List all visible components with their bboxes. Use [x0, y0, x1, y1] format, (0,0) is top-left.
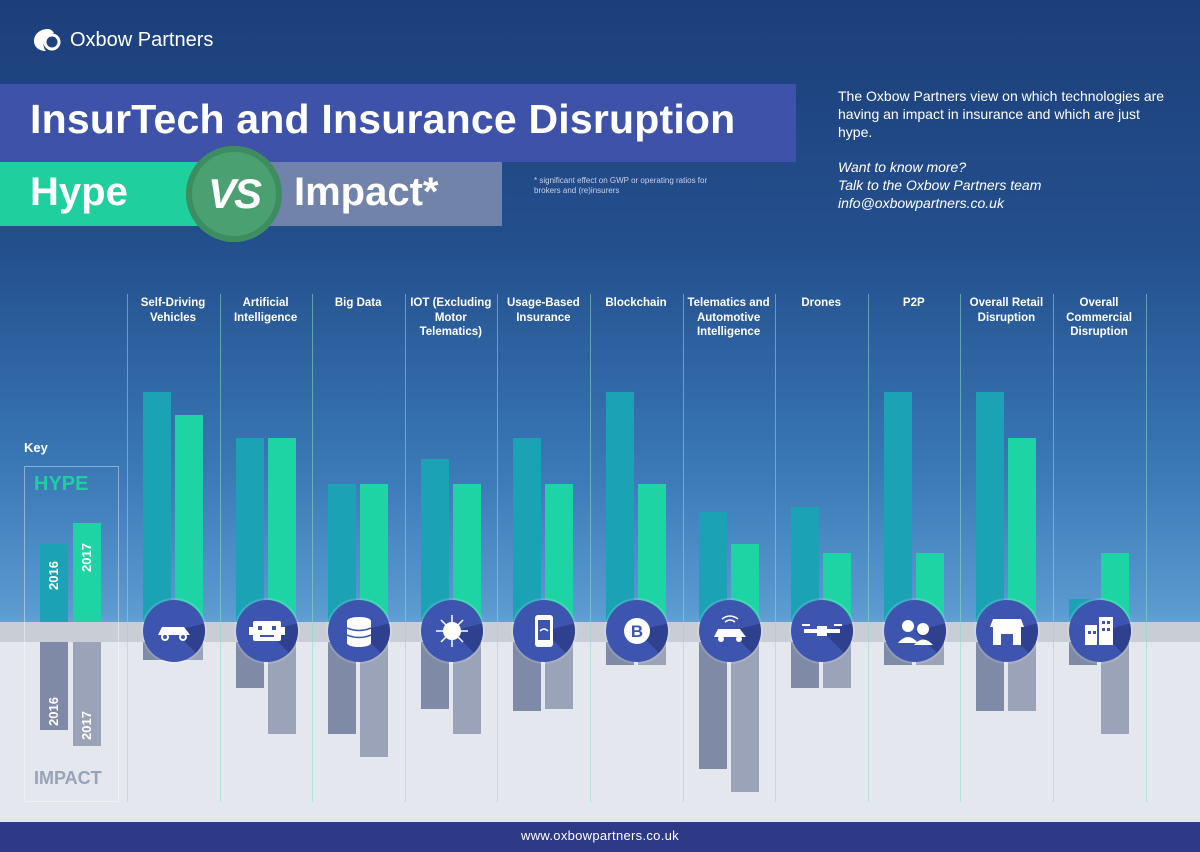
- key-box: [24, 466, 119, 802]
- footnote: * significant effect on GWP or operating…: [534, 176, 708, 195]
- column-divider: [127, 294, 128, 802]
- key-impact-2016-label: 2016: [46, 697, 61, 726]
- impact-heading: Impact*: [294, 170, 439, 214]
- hype-2017-bar: [175, 415, 203, 622]
- svg-text:B: B: [631, 622, 643, 641]
- intro-text: The Oxbow Partners view on which technol…: [838, 88, 1165, 140]
- column-divider: [867, 294, 869, 802]
- robot-icon: [235, 600, 298, 662]
- hype-2016-bar: [883, 392, 912, 622]
- column-divider: [775, 294, 777, 802]
- cta-line-1: Want to know more?: [838, 159, 967, 175]
- category-label: Telematics and Automotive Intelligence: [687, 297, 770, 338]
- p2p-people-icon: [883, 600, 946, 662]
- hype-2016-bar: [606, 392, 634, 622]
- key-hype-2017-bar: [73, 523, 101, 622]
- commercial-buildings-icon: [1069, 600, 1131, 662]
- category-label: Usage-Based Insurance: [506, 297, 580, 324]
- category-label: Overall Retail Disruption: [969, 297, 1044, 324]
- retail-store-icon: [976, 600, 1039, 662]
- key-impact-2017-label: 2017: [79, 711, 94, 740]
- hype-2016-bar: [420, 459, 449, 622]
- column-divider: [960, 294, 962, 802]
- key-hype-2017-label: 2017: [79, 543, 94, 572]
- phone-wifi-icon: [513, 600, 576, 662]
- footer: www.oxbowpartners.co.uk: [0, 822, 1200, 852]
- drone-icon: [791, 600, 854, 662]
- key-hype-2016-label: 2016: [46, 561, 61, 590]
- connected-car-icon: [698, 600, 761, 662]
- footer-url-link[interactable]: www.oxbowpartners.co.uk: [521, 828, 679, 843]
- hype-2016-bar: [513, 438, 542, 622]
- category-label: Big Data: [334, 297, 382, 309]
- car-icon: [143, 600, 205, 662]
- category-label: Artificial Intelligence: [233, 297, 298, 324]
- hype-2016-bar: [143, 392, 171, 622]
- hype-2017-bar: [360, 484, 389, 622]
- hype-2017-bar: [1008, 438, 1037, 622]
- impact-2016-bar: [698, 642, 727, 769]
- key-hype-label: HYPE: [34, 473, 89, 495]
- column-divider: [682, 294, 684, 802]
- impact-2017-bar: [730, 642, 759, 792]
- page-title: InsurTech and Insurance Disruption: [30, 96, 736, 142]
- vs-badge: VS: [186, 146, 282, 242]
- contact-block: Want to know more? Talk to the Oxbow Par…: [838, 158, 1178, 212]
- brand-logo[interactable]: Oxbow Partners: [32, 25, 213, 55]
- column-divider: [1145, 294, 1147, 802]
- contact-email-link[interactable]: info@oxbowpartners.co.uk: [838, 195, 1004, 211]
- category-label: Self-Driving Vehicles: [140, 297, 206, 324]
- iot-network-icon: [420, 600, 483, 662]
- key-hype-2016-bar: [40, 544, 68, 622]
- column-divider: [497, 294, 499, 802]
- key-impact-2016-bar: [40, 642, 68, 730]
- hype-2016-bar: [235, 438, 264, 622]
- hype-2017-bar: [545, 484, 574, 622]
- hype-2017-bar: [267, 438, 296, 622]
- hype-2017-bar: [638, 484, 666, 622]
- category-label: Blockchain: [605, 297, 667, 309]
- database-icon: [328, 600, 391, 662]
- title-banner: [0, 84, 796, 162]
- hype-2017-bar: [452, 484, 481, 622]
- hype-2016-bar: [976, 392, 1005, 622]
- column-divider: [1053, 294, 1054, 802]
- hype-heading: Hype: [30, 170, 128, 214]
- oxbow-logo-icon: [34, 29, 61, 51]
- brand-name: Oxbow Partners: [70, 28, 214, 51]
- category-label: Drones: [801, 297, 841, 309]
- key-impact-label: IMPACT: [34, 768, 102, 788]
- column-divider: [590, 294, 591, 802]
- bitcoin-icon: B: [606, 600, 668, 662]
- category-label: Overall Commercial Disruption: [1066, 297, 1132, 338]
- column-divider: [312, 294, 314, 802]
- category-label: IOT (Excluding Motor Telematics): [410, 297, 492, 338]
- key-impact-2017-bar: [73, 642, 101, 746]
- hype-2016-bar: [328, 484, 357, 622]
- category-label: P2P: [902, 297, 925, 309]
- column-divider: [219, 294, 221, 802]
- column-divider: [404, 294, 406, 802]
- cta-line-2: Talk to the Oxbow Partners team: [838, 177, 1042, 193]
- key-label: Key: [24, 440, 48, 455]
